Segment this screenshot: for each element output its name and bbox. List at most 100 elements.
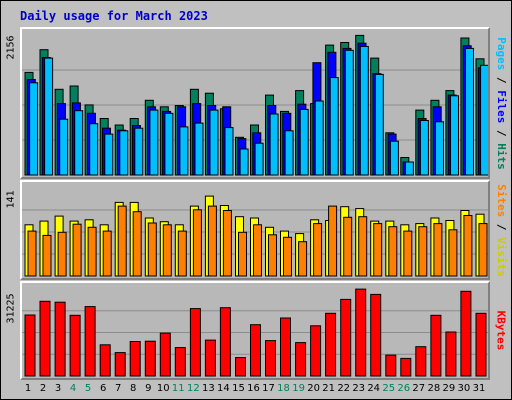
x-tick-label-day-13: 13 xyxy=(202,383,215,394)
kbytes-panel xyxy=(20,281,490,380)
sites-bar-day-9 xyxy=(147,222,157,277)
legend-hits: Hits xyxy=(494,142,508,170)
y-max-value-hits: 2156 xyxy=(5,34,17,60)
pages-bar-day-16 xyxy=(254,142,264,176)
sites-visits-plot xyxy=(22,195,488,277)
pages-bar-day-4 xyxy=(74,110,84,176)
kbytes-bar-day-25 xyxy=(385,354,397,377)
sites-bar-day-25 xyxy=(388,226,398,277)
x-tick-label-day-25: 25 xyxy=(382,383,396,394)
legend-sites-visits: Sites / Visits xyxy=(491,180,511,280)
kbytes-bar-day-20 xyxy=(310,325,322,377)
sites-bar-day-5 xyxy=(87,226,97,277)
x-tick-label-day-6: 6 xyxy=(100,383,107,394)
x-tick-label-day-22: 22 xyxy=(337,383,351,394)
kbytes-bar-day-4 xyxy=(69,314,81,377)
kbytes-bar-day-3 xyxy=(54,301,66,377)
x-tick-label-day-27: 27 xyxy=(412,383,426,394)
x-tick-label-day-18: 18 xyxy=(277,383,290,394)
kbytes-bar-day-31 xyxy=(475,312,487,377)
x-tick-label-day-8: 8 xyxy=(130,383,137,394)
pages-bar-day-2 xyxy=(44,57,54,176)
sites-bar-day-15 xyxy=(238,231,247,277)
x-tick-label-day-7: 7 xyxy=(115,383,122,394)
sites-bar-day-21 xyxy=(328,205,338,277)
y-max-value-sites: 141 xyxy=(5,189,17,209)
x-tick-label-day-26: 26 xyxy=(397,383,411,394)
kbytes-bar-day-10 xyxy=(159,332,171,377)
kbytes-bar-day-6 xyxy=(99,344,111,377)
pages-bar-day-7 xyxy=(119,130,129,176)
legend-text-sites-visits: Sites / Visits xyxy=(494,183,508,277)
x-tick-label-day-5: 5 xyxy=(84,383,92,394)
pages-bar-day-3 xyxy=(59,118,69,176)
legend-visits: Visits xyxy=(494,236,508,277)
pages-bar-day-17 xyxy=(269,113,279,176)
x-tick-label-day-3: 3 xyxy=(54,383,62,394)
legend-text-hits-files-pages: Pages / Files / Hits xyxy=(494,36,508,170)
pages-bar-day-26 xyxy=(404,161,414,176)
sites-bar-day-11 xyxy=(177,230,187,277)
legend-pages: Pages xyxy=(494,36,508,70)
kbytes-bar-day-7 xyxy=(114,352,126,377)
pages-bar-day-12 xyxy=(194,122,204,176)
x-tick-label-day-23: 23 xyxy=(352,383,366,394)
sites-bar-day-20 xyxy=(313,223,323,277)
x-tick-label-day-10: 10 xyxy=(156,383,170,394)
x-tick-label-day-30: 30 xyxy=(457,383,471,394)
kbytes-bar-day-13 xyxy=(204,339,216,377)
sites-bar-day-19 xyxy=(298,241,308,277)
legend-kbytes-label: KBytes xyxy=(494,310,508,351)
chart-title: Daily usage for March 2023 xyxy=(20,9,208,23)
x-tick-label-day-17: 17 xyxy=(262,383,275,394)
x-tick-label-day-24: 24 xyxy=(367,383,381,394)
sites-bar-day-29 xyxy=(448,229,458,277)
y-max-label-sites: 141 xyxy=(2,179,20,219)
x-tick-label-day-4: 4 xyxy=(69,383,77,394)
kbytes-bar-day-21 xyxy=(325,312,337,377)
sites-bar-day-17 xyxy=(268,234,277,277)
sites-bar-day-27 xyxy=(418,226,428,277)
legend-sites: Sites xyxy=(494,183,508,217)
sites-bar-day-26 xyxy=(403,230,413,277)
kbytes-bar-day-16 xyxy=(250,324,261,377)
x-tick-label-day-12: 12 xyxy=(187,383,200,394)
legend-kbytes: KBytes xyxy=(491,281,511,380)
kbytes-bar-day-27 xyxy=(415,346,427,377)
sites-bar-day-8 xyxy=(132,211,142,277)
kbytes-plot xyxy=(22,288,488,377)
sites-bar-day-30 xyxy=(463,215,473,277)
kbytes-bar-day-1 xyxy=(24,314,36,377)
pages-bar-day-28 xyxy=(435,121,444,176)
hits-files-pages-plot xyxy=(22,34,488,176)
kbytes-bar-day-5 xyxy=(84,306,96,377)
sites-bar-day-18 xyxy=(283,236,292,277)
kbytes-bar-day-29 xyxy=(445,331,457,377)
kbytes-bar-day-2 xyxy=(39,300,51,377)
x-tick-label-day-15: 15 xyxy=(232,383,245,394)
x-axis-day-labels: 1 2 3 4 5 6 7 8 9 10 11 12 13 14 15 16 17 18 19 20 21 22 23 24 2… xyxy=(20,382,490,396)
pages-bar-day-13 xyxy=(209,109,219,176)
x-tick-label-day-31: 31 xyxy=(472,383,486,394)
pages-bar-day-22 xyxy=(344,49,354,176)
x-tick-label-day-20: 20 xyxy=(307,383,320,394)
sites-bar-day-6 xyxy=(102,230,112,277)
sites-bar-day-23 xyxy=(358,216,368,277)
pages-bar-day-5 xyxy=(89,123,99,176)
sites-bar-day-7 xyxy=(117,205,127,277)
kbytes-bar-day-18 xyxy=(280,317,291,377)
y-max-value-kbytes: 31225 xyxy=(5,292,17,324)
kbytes-bar-day-26 xyxy=(400,357,412,377)
kbytes-bar-day-28 xyxy=(430,314,442,377)
sites-bar-day-10 xyxy=(162,224,172,277)
x-tick-label-day-11: 11 xyxy=(171,383,185,394)
pages-bar-day-8 xyxy=(134,127,144,176)
x-tick-label-day-14: 14 xyxy=(217,383,230,394)
y-max-label-hits: 2156 xyxy=(2,27,20,67)
legend-hits-files-pages: Pages / Files / Hits xyxy=(491,27,511,179)
sites-bar-day-12 xyxy=(192,209,202,277)
kbytes-bar-day-23 xyxy=(355,288,367,377)
x-tick-label-day-2: 2 xyxy=(39,383,47,394)
y-max-label-kbytes: 31225 xyxy=(2,288,20,328)
sites-bar-day-2 xyxy=(42,234,52,277)
